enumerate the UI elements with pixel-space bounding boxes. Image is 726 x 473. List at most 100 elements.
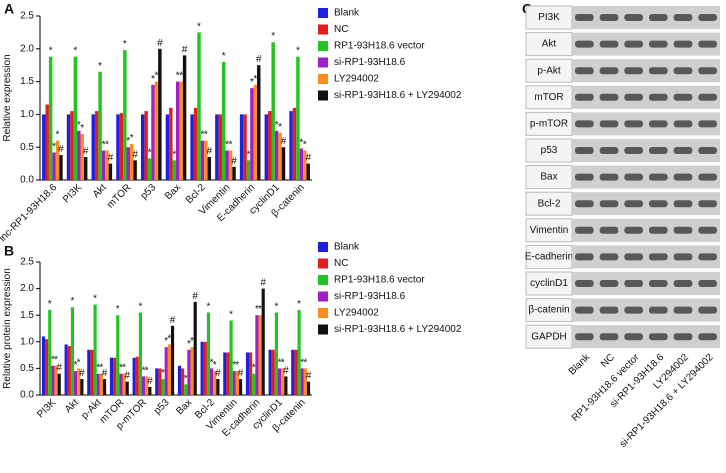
blot-band xyxy=(673,226,693,234)
blot-band xyxy=(575,226,594,234)
blot-band xyxy=(599,14,619,21)
blot-band xyxy=(624,40,643,48)
row-label: β-catenin xyxy=(528,305,569,316)
blot-band xyxy=(698,93,717,101)
bar xyxy=(158,48,162,180)
blot-band xyxy=(575,40,594,48)
legend-swatch xyxy=(318,291,328,302)
blot-band xyxy=(673,306,693,314)
legend-label: RP1-93H18.6 vector xyxy=(334,275,425,286)
blot-band xyxy=(599,280,619,287)
bar xyxy=(306,163,310,180)
significance-mark: # xyxy=(79,368,85,379)
blot-band xyxy=(673,147,693,154)
significance-mark: * xyxy=(299,138,303,149)
bar xyxy=(206,312,210,395)
significance-mark: # xyxy=(256,54,262,65)
bar xyxy=(281,368,285,395)
significance-mark: # xyxy=(192,291,198,302)
bar xyxy=(116,315,120,395)
blot-band xyxy=(649,226,668,234)
bar xyxy=(155,368,159,395)
bar xyxy=(271,349,275,395)
bar xyxy=(64,344,68,395)
bar xyxy=(91,114,95,180)
blot-band xyxy=(599,67,619,75)
y-tick-label: 0.0 xyxy=(20,390,34,401)
legend-label: Blank xyxy=(334,8,360,19)
legend-swatch xyxy=(318,324,328,335)
significance-mark: * xyxy=(300,357,304,368)
significance-mark: * xyxy=(49,46,53,57)
significance-mark: * xyxy=(119,363,123,374)
row-label: Bax xyxy=(540,172,557,183)
blot-band xyxy=(673,200,693,208)
bar xyxy=(238,379,243,395)
bar xyxy=(123,50,127,180)
significance-mark: * xyxy=(56,130,60,141)
bar xyxy=(42,114,46,180)
legend-label: Blank xyxy=(334,242,360,253)
row-label: E-cadherin xyxy=(525,252,573,263)
significance-mark: # xyxy=(207,146,213,157)
blot-band xyxy=(624,93,643,101)
blot-band xyxy=(649,280,668,287)
blot-band xyxy=(649,147,668,154)
blot-band xyxy=(624,333,643,341)
significance-mark: * xyxy=(98,61,102,72)
significance-mark: * xyxy=(303,357,307,368)
bar xyxy=(52,152,56,180)
significance-mark: * xyxy=(252,363,256,374)
significance-mark: * xyxy=(154,71,158,82)
y-tick-label: 1.5 xyxy=(20,76,34,87)
bar xyxy=(87,349,91,395)
bar xyxy=(176,81,180,180)
y-tick-label: 1.5 xyxy=(20,310,34,321)
significance-mark: * xyxy=(281,357,285,368)
bar xyxy=(165,114,170,180)
significance-mark: * xyxy=(51,355,55,366)
legend-swatch xyxy=(318,24,328,35)
bar xyxy=(45,339,49,395)
significance-mark: * xyxy=(271,31,275,42)
significance-mark: * xyxy=(222,51,226,62)
significance-mark: * xyxy=(148,147,152,158)
bar xyxy=(172,160,176,180)
significance-mark: # xyxy=(83,146,89,157)
bar xyxy=(144,111,148,180)
bar xyxy=(48,56,53,181)
x-tick-label: Bax xyxy=(174,397,194,417)
bar xyxy=(303,368,307,395)
significance-mark: * xyxy=(210,357,214,368)
significance-mark: * xyxy=(77,357,81,368)
blot-band xyxy=(575,147,594,154)
bar xyxy=(278,132,282,180)
significance-mark: * xyxy=(190,336,194,347)
blot-band xyxy=(649,333,668,341)
legend-label: LY294002 xyxy=(334,308,379,319)
blot-band xyxy=(698,306,717,314)
blot-band xyxy=(575,120,594,128)
bar xyxy=(278,368,282,395)
y-tick-label: 2.5 xyxy=(20,257,34,268)
significance-mark: * xyxy=(296,46,300,57)
bar xyxy=(70,307,74,395)
significance-mark: # xyxy=(147,376,153,387)
blot-band xyxy=(599,173,619,181)
x-tick-label: PI3K xyxy=(61,182,84,205)
legend-swatch xyxy=(318,57,328,68)
significance-mark: # xyxy=(238,368,244,379)
lane-label: Blank xyxy=(567,351,593,377)
bar xyxy=(133,160,137,180)
blot-strip xyxy=(572,112,720,136)
legend-label: si-RP1-93H18.6 xyxy=(334,57,406,68)
bar xyxy=(77,130,81,180)
bar xyxy=(170,325,175,395)
bar xyxy=(200,140,205,180)
blot-band xyxy=(649,253,668,261)
bar xyxy=(261,288,265,395)
significance-mark: * xyxy=(255,304,259,315)
legend-label: RP1-93H18.6 vector xyxy=(334,41,425,52)
bar xyxy=(291,349,295,395)
blot-band xyxy=(698,120,717,128)
